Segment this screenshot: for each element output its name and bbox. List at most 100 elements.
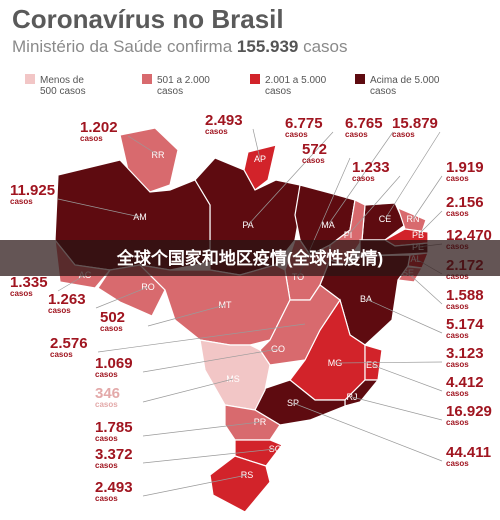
case-count: 15.879 xyxy=(392,115,438,132)
callout-line xyxy=(142,448,276,464)
case-count: 6.765 xyxy=(345,115,383,132)
state-shape xyxy=(243,144,277,191)
case-count: 1.588 xyxy=(446,287,484,304)
case-unit: casos xyxy=(446,331,469,340)
state-shape xyxy=(138,264,291,346)
callout-line xyxy=(334,361,443,364)
callout-line xyxy=(97,323,306,353)
callout-line xyxy=(142,474,248,497)
case-count: 1.335 xyxy=(10,274,48,291)
state-abbr: MT xyxy=(219,300,232,310)
legend-label: 2.001 a 5.000 casos xyxy=(265,75,327,97)
case-count: 1.785 xyxy=(95,419,133,436)
case-unit: casos xyxy=(205,127,228,136)
case-count: 16.929 xyxy=(446,403,492,420)
case-unit: casos xyxy=(446,360,469,369)
callout-line xyxy=(57,198,141,218)
legend-label: 501 a 2.000 casos xyxy=(157,75,210,97)
case-count: 1.919 xyxy=(446,159,484,176)
state-shape xyxy=(209,455,271,513)
callout-line xyxy=(365,298,443,334)
case-unit: casos xyxy=(10,289,33,298)
state-abbr: PR xyxy=(254,417,267,427)
case-count: 44.411 xyxy=(446,444,491,461)
callout-line xyxy=(247,131,334,226)
case-count: 12.470 xyxy=(446,227,492,244)
callout-line xyxy=(327,131,394,226)
callout-line xyxy=(351,396,443,421)
case-unit: casos xyxy=(302,156,325,165)
case-count: 1.069 xyxy=(95,355,133,372)
callout-line xyxy=(371,364,443,392)
case-unit: casos xyxy=(446,174,469,183)
case-unit: casos xyxy=(446,209,469,218)
case-unit: casos xyxy=(95,461,118,470)
case-unit: casos xyxy=(95,494,118,503)
callout-line xyxy=(347,175,401,236)
subtitle: Ministério da Saúde confirma 155.939 cas… xyxy=(12,37,348,56)
case-unit: casos xyxy=(50,350,73,359)
case-unit: casos xyxy=(446,389,469,398)
legend-swatch xyxy=(142,74,152,84)
callout-line xyxy=(142,348,279,373)
case-count: 6.775 xyxy=(285,115,323,132)
callout-line xyxy=(57,274,86,292)
case-unit: casos xyxy=(100,324,123,333)
callout-line xyxy=(252,128,261,160)
callout-line xyxy=(142,378,234,403)
case-count: 2.576 xyxy=(50,335,88,352)
case-count: 3.123 xyxy=(446,345,484,362)
legend-swatch xyxy=(25,74,35,84)
legend-label: Acima de 5.000 casos xyxy=(370,75,440,97)
callout-line xyxy=(127,135,159,156)
case-unit: casos xyxy=(285,130,308,139)
case-count: 5.174 xyxy=(446,316,484,333)
case-count: 11.925 xyxy=(10,182,55,199)
case-unit: casos xyxy=(446,302,469,311)
case-unit: casos xyxy=(352,174,375,183)
case-unit: casos xyxy=(95,370,118,379)
case-count: 4.412 xyxy=(446,374,484,391)
case-unit: casos xyxy=(95,400,118,409)
case-count: 1.233 xyxy=(352,159,390,176)
case-count: 2.493 xyxy=(95,479,133,496)
legend-swatch xyxy=(250,74,260,84)
callout-line xyxy=(412,175,443,220)
callout-line xyxy=(142,421,261,437)
callout-line xyxy=(95,286,149,309)
callout-line xyxy=(147,304,226,327)
banner-text: 全球个国家和地区疫情(全球性疫情) xyxy=(116,248,383,268)
case-count: 502 xyxy=(100,309,125,326)
case-unit: casos xyxy=(95,434,118,443)
state-abbr: SC xyxy=(269,444,282,454)
legend-swatch xyxy=(355,74,365,84)
case-unit: casos xyxy=(80,134,103,143)
case-unit: casos xyxy=(345,130,368,139)
case-count: 2.493 xyxy=(205,112,243,129)
case-count: 1.202 xyxy=(80,119,118,136)
case-count: 3.372 xyxy=(95,446,133,463)
case-unit: casos xyxy=(446,418,469,427)
banner-bg xyxy=(0,240,500,276)
case-unit: casos xyxy=(392,130,415,139)
title: Coronavírus no Brasil xyxy=(12,4,284,34)
callout-line xyxy=(407,272,443,305)
case-unit: casos xyxy=(10,197,33,206)
case-unit: casos xyxy=(48,306,71,315)
callout-line xyxy=(384,131,441,220)
subtitle-unit: casos xyxy=(303,37,347,56)
case-unit: casos xyxy=(446,272,469,281)
callout-line xyxy=(292,402,443,462)
case-count: 2.156 xyxy=(446,194,484,211)
case-unit: casos xyxy=(446,459,469,468)
subtitle-text: Ministério da Saúde confirma xyxy=(12,37,233,56)
callout-line xyxy=(417,210,443,236)
legend-label: Menos de 500 casos xyxy=(40,75,86,97)
case-count: 572 xyxy=(302,141,327,158)
case-count: 346 xyxy=(95,385,120,402)
state-abbr: RR xyxy=(152,150,165,160)
case-count: 1.263 xyxy=(48,291,86,308)
state-shape xyxy=(199,339,271,411)
